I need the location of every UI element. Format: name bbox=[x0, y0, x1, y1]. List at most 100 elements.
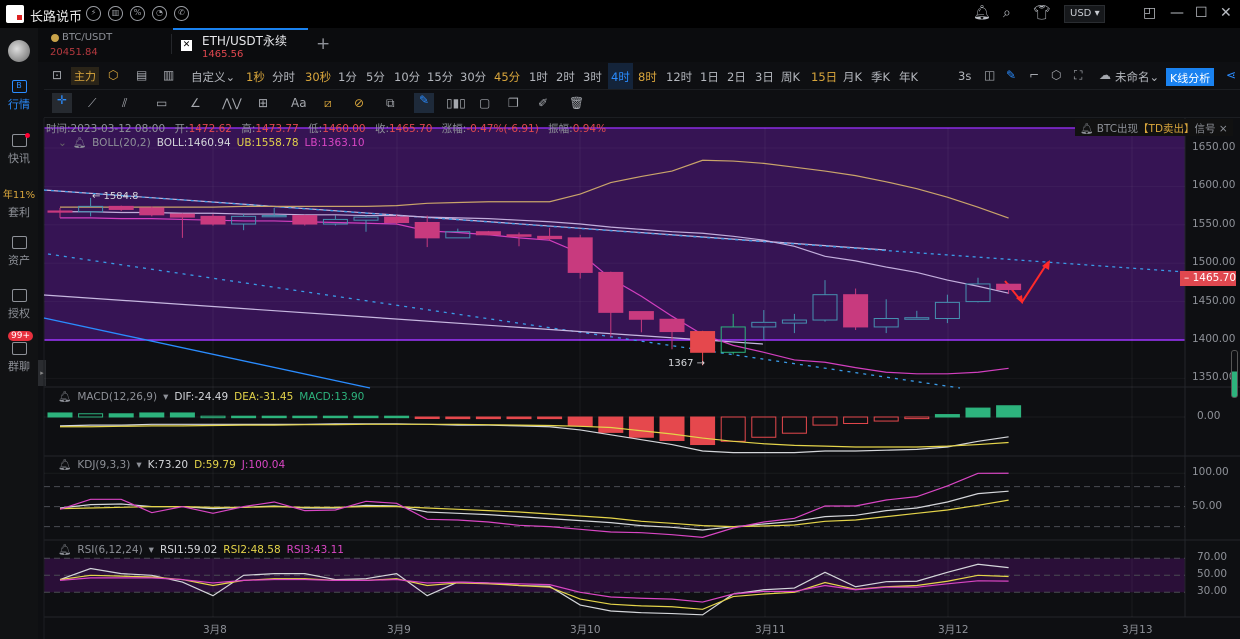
flash-icon[interactable]: ⬡ bbox=[108, 68, 119, 82]
refresh-interval[interactable]: 3s bbox=[958, 69, 972, 83]
camera-icon[interactable]: ◫ bbox=[984, 68, 996, 82]
add-window-icon[interactable]: ⌐ bbox=[1029, 68, 1040, 82]
lock-draw-icon[interactable]: ⊘ bbox=[354, 96, 365, 110]
percent-shield-icon[interactable]: % bbox=[130, 6, 145, 21]
pencil-icon[interactable]: ✎ bbox=[1006, 68, 1017, 82]
candle bbox=[231, 214, 257, 231]
line-tool[interactable]: ⟋ bbox=[88, 96, 97, 110]
add-tab-icon[interactable]: + bbox=[316, 34, 331, 54]
timeframe-1分[interactable]: 1分 bbox=[338, 70, 357, 84]
sidebar-item-assets[interactable]: 资产 bbox=[0, 236, 38, 268]
trash-icon[interactable]: 🗑︎ bbox=[569, 96, 585, 110]
kline-analysis-button[interactable]: K线分析 bbox=[1166, 68, 1215, 86]
kdj-j: J:100.04 bbox=[241, 459, 286, 471]
dropdown-icon[interactable]: ▾ bbox=[163, 391, 169, 403]
timeframe-30秒[interactable]: 30秒 bbox=[305, 70, 332, 84]
timeframe-5分[interactable]: 5分 bbox=[366, 70, 385, 84]
sidebar-item-market[interactable]: B 行情 bbox=[0, 80, 38, 112]
timeframe-周K[interactable]: 周K bbox=[781, 70, 801, 84]
macd-bar bbox=[843, 416, 869, 424]
timeframe-2时[interactable]: 2时 bbox=[556, 70, 575, 84]
timeframe-8时[interactable]: 8时 bbox=[638, 70, 657, 84]
high-value: 1473.77 bbox=[255, 123, 299, 135]
timeframe-1秒[interactable]: 1秒 bbox=[246, 70, 265, 84]
pin-window-icon[interactable]: ◰ bbox=[1143, 5, 1157, 21]
layout-icon[interactable]: ▥ bbox=[163, 68, 175, 82]
edit-note-icon[interactable]: ✐ bbox=[538, 96, 549, 110]
custom-timeframe-dropdown[interactable]: 自定义⌄ bbox=[191, 69, 235, 85]
magnet-icon[interactable]: ⧄ bbox=[324, 96, 332, 110]
sidebar-collapse-handle[interactable]: ▸ bbox=[38, 360, 46, 386]
timeframe-3日[interactable]: 3日 bbox=[755, 70, 774, 84]
macd-name[interactable]: MACD(12,26,9) bbox=[77, 391, 158, 403]
crosshair-tool[interactable]: ✛ bbox=[52, 93, 72, 113]
fullscreen-icon[interactable]: ⛶ bbox=[1074, 68, 1083, 82]
copy-icon[interactable]: ❐ bbox=[508, 96, 519, 110]
lock-icon[interactable]: ▢ bbox=[479, 96, 491, 110]
wave-tool[interactable]: ⋀⋁ bbox=[222, 96, 242, 110]
rsi-name[interactable]: RSI(6,12,24) bbox=[77, 544, 143, 556]
candles-icon[interactable]: ▥ bbox=[108, 6, 123, 21]
timeframe-4时[interactable]: 4时 bbox=[608, 63, 633, 89]
signal-banner[interactable]: 🔔︎ BTC出现【TD卖出】信号 × bbox=[1075, 119, 1233, 136]
close-icon[interactable]: ✕ bbox=[1220, 5, 1232, 21]
tab-eth-usdt-perp[interactable]: ✕ ETH/USDT永续 1465.56 bbox=[173, 28, 308, 62]
draw-mode-icon[interactable]: ✎ bbox=[414, 93, 434, 113]
volume-scroll-indicator[interactable] bbox=[1231, 350, 1238, 398]
gauge-icon[interactable]: ◔ bbox=[152, 6, 167, 21]
dropdown-icon[interactable]: ▾ bbox=[136, 459, 142, 471]
close-icon[interactable]: × bbox=[1218, 123, 1228, 135]
timeframe-分时[interactable]: 分时 bbox=[272, 70, 295, 84]
phone-icon[interactable]: ✆ bbox=[174, 6, 189, 21]
bell-icon[interactable]: 🔔︎ bbox=[58, 459, 72, 471]
timeframe-1时[interactable]: 1时 bbox=[529, 70, 548, 84]
measure-tool[interactable]: ⊞ bbox=[258, 96, 269, 110]
tab-btc-usdt[interactable]: BTC/USDT 20451.84 bbox=[48, 28, 168, 62]
ruler-icon[interactable]: ⧉ bbox=[386, 96, 395, 110]
timeframe-45分[interactable]: 45分 bbox=[494, 70, 521, 84]
share-icon[interactable]: ⋖ bbox=[1226, 68, 1237, 82]
timeframe-15日[interactable]: 15日 bbox=[811, 70, 838, 84]
currency-select[interactable]: USD ▾ bbox=[1064, 5, 1105, 23]
timeframe-3时[interactable]: 3时 bbox=[583, 70, 602, 84]
bell-icon[interactable]: 🔔︎ bbox=[58, 391, 72, 403]
boll-name[interactable]: BOLL(20,2) bbox=[92, 137, 151, 149]
tshirt-icon[interactable]: 👕︎ bbox=[1033, 5, 1051, 21]
sidebar-item-authorize[interactable]: 授权 bbox=[0, 289, 38, 321]
timeframe-15分[interactable]: 15分 bbox=[427, 70, 454, 84]
minimize-icon[interactable]: — bbox=[1170, 5, 1184, 21]
flash-icon[interactable]: ⚡ bbox=[86, 6, 101, 21]
bell-icon[interactable]: 🔔︎ bbox=[973, 5, 991, 21]
sidebar-item-group-chat[interactable]: 群聊 99+ bbox=[0, 331, 38, 374]
timeframe-2日[interactable]: 2日 bbox=[727, 70, 746, 84]
timeframe-年K[interactable]: 年K bbox=[899, 70, 919, 84]
timeframe-10分[interactable]: 10分 bbox=[394, 70, 421, 84]
calendar-icon[interactable]: ▤ bbox=[136, 68, 148, 82]
candle-style-icon[interactable]: ▯▮▯ bbox=[446, 96, 466, 110]
cloud-icon[interactable]: ☁ bbox=[1099, 68, 1111, 82]
rectangle-tool[interactable]: ▭ bbox=[156, 96, 168, 110]
indicator-chart-icon[interactable]: ⊡ bbox=[52, 68, 63, 82]
layout-name-dropdown[interactable]: 未命名⌄ bbox=[1115, 70, 1160, 84]
dropdown-icon[interactable]: ▾ bbox=[148, 544, 154, 556]
sidebar-item-arbitrage[interactable]: 年11% 套利 bbox=[0, 186, 38, 220]
timeframe-12时[interactable]: 12时 bbox=[666, 70, 693, 84]
timeframe-30分[interactable]: 30分 bbox=[460, 70, 487, 84]
timeframe-季K[interactable]: 季K bbox=[871, 70, 891, 84]
sidebar-item-news[interactable]: 快讯 bbox=[0, 133, 38, 166]
search-icon[interactable]: ⌕ bbox=[1003, 5, 1011, 21]
kdj-name[interactable]: KDJ(9,3,3) bbox=[77, 459, 131, 471]
fib-fan-tool[interactable]: ∠ bbox=[190, 96, 201, 110]
bell-icon[interactable]: 🔔︎ bbox=[58, 544, 72, 556]
main-force-button[interactable]: 主力 bbox=[71, 67, 99, 85]
settings-icon[interactable]: ⬡ bbox=[1051, 68, 1062, 82]
timeframe-1日[interactable]: 1日 bbox=[700, 70, 719, 84]
maximize-icon[interactable]: ☐ bbox=[1195, 5, 1208, 21]
collapse-icon[interactable]: ⌄ bbox=[58, 137, 67, 149]
parallel-channel-tool[interactable]: ⫽ bbox=[122, 96, 128, 110]
layout-name: 未命名 bbox=[1115, 70, 1150, 84]
bell-icon[interactable]: 🔔︎ bbox=[72, 137, 87, 149]
timeframe-月K[interactable]: 月K bbox=[843, 70, 863, 84]
text-tool[interactable]: Aa bbox=[291, 96, 307, 110]
